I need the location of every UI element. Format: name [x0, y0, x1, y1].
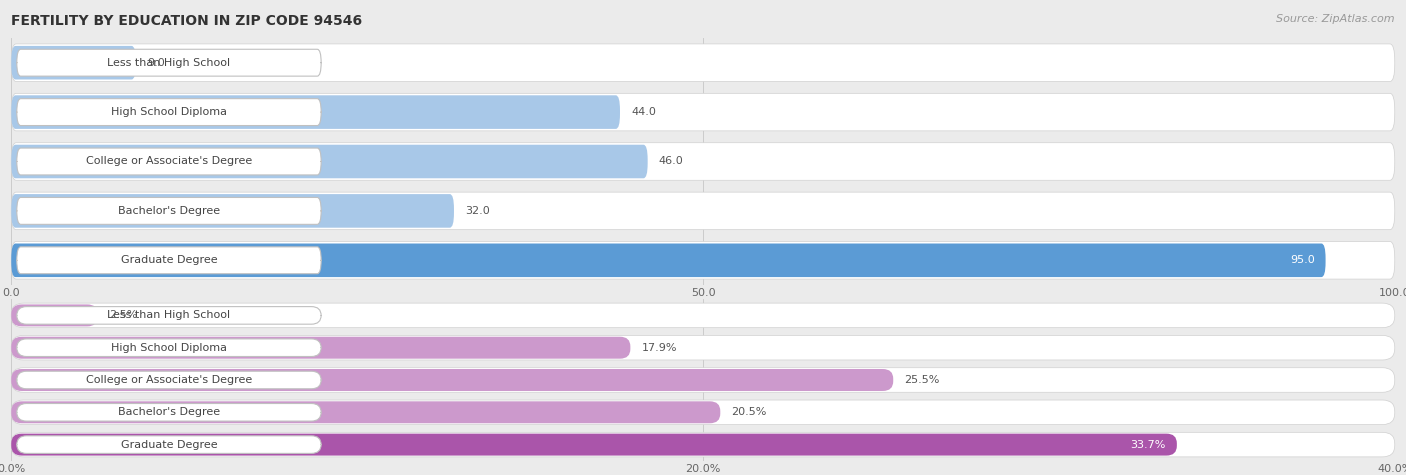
Text: 17.9%: 17.9%	[641, 342, 676, 353]
Text: Less than High School: Less than High School	[107, 57, 231, 68]
Text: Source: ZipAtlas.com: Source: ZipAtlas.com	[1277, 14, 1395, 24]
FancyBboxPatch shape	[17, 307, 321, 324]
Text: Graduate Degree: Graduate Degree	[121, 439, 218, 450]
FancyBboxPatch shape	[17, 198, 321, 224]
FancyBboxPatch shape	[11, 335, 1395, 360]
Text: College or Associate's Degree: College or Associate's Degree	[86, 156, 252, 167]
FancyBboxPatch shape	[11, 400, 1395, 425]
FancyBboxPatch shape	[11, 95, 620, 129]
FancyBboxPatch shape	[11, 368, 1395, 392]
Text: 25.5%: 25.5%	[904, 375, 939, 385]
FancyBboxPatch shape	[11, 304, 98, 326]
FancyBboxPatch shape	[17, 339, 321, 356]
Text: 46.0: 46.0	[659, 156, 683, 167]
Text: Less than High School: Less than High School	[107, 310, 231, 321]
FancyBboxPatch shape	[11, 369, 893, 391]
FancyBboxPatch shape	[11, 93, 1395, 131]
Text: 20.5%: 20.5%	[731, 407, 766, 418]
Text: 33.7%: 33.7%	[1130, 439, 1166, 450]
FancyBboxPatch shape	[11, 303, 1395, 328]
Text: Bachelor's Degree: Bachelor's Degree	[118, 407, 219, 418]
Text: Bachelor's Degree: Bachelor's Degree	[118, 206, 219, 216]
FancyBboxPatch shape	[17, 247, 321, 274]
FancyBboxPatch shape	[11, 194, 454, 228]
FancyBboxPatch shape	[11, 145, 648, 178]
FancyBboxPatch shape	[11, 241, 1395, 279]
Text: Graduate Degree: Graduate Degree	[121, 255, 218, 266]
FancyBboxPatch shape	[11, 432, 1395, 457]
FancyBboxPatch shape	[17, 404, 321, 421]
FancyBboxPatch shape	[11, 337, 630, 359]
Text: High School Diploma: High School Diploma	[111, 107, 226, 117]
Text: 2.5%: 2.5%	[108, 310, 138, 321]
FancyBboxPatch shape	[11, 142, 1395, 180]
FancyBboxPatch shape	[17, 49, 321, 76]
FancyBboxPatch shape	[17, 99, 321, 125]
Text: 32.0: 32.0	[465, 206, 489, 216]
FancyBboxPatch shape	[17, 148, 321, 175]
Text: 95.0: 95.0	[1289, 255, 1315, 266]
FancyBboxPatch shape	[11, 401, 720, 423]
FancyBboxPatch shape	[11, 46, 136, 79]
Text: High School Diploma: High School Diploma	[111, 342, 226, 353]
FancyBboxPatch shape	[11, 434, 1177, 456]
Text: 44.0: 44.0	[631, 107, 657, 117]
FancyBboxPatch shape	[17, 436, 321, 453]
FancyBboxPatch shape	[11, 44, 1395, 82]
Text: 9.0: 9.0	[146, 57, 165, 68]
Text: College or Associate's Degree: College or Associate's Degree	[86, 375, 252, 385]
FancyBboxPatch shape	[11, 244, 1326, 277]
FancyBboxPatch shape	[11, 192, 1395, 230]
Text: FERTILITY BY EDUCATION IN ZIP CODE 94546: FERTILITY BY EDUCATION IN ZIP CODE 94546	[11, 14, 363, 28]
FancyBboxPatch shape	[17, 371, 321, 389]
